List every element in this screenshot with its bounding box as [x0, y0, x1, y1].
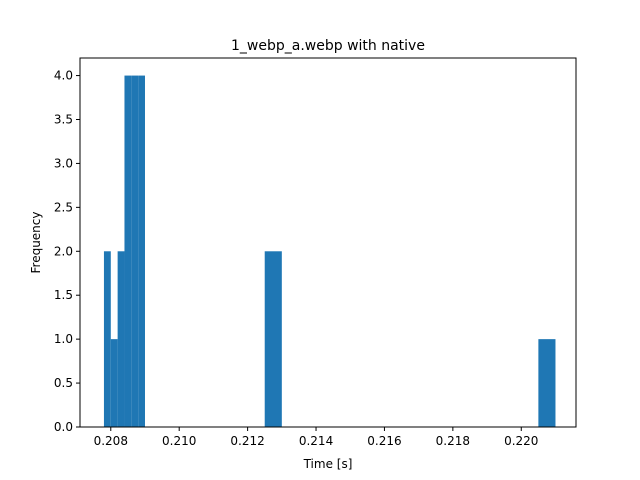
y-tick-label: 2.5 [54, 200, 73, 214]
x-tick-label: 0.210 [162, 434, 196, 448]
y-tick-label: 3.0 [54, 156, 73, 170]
histogram-bar [124, 75, 132, 428]
histogram-bar [117, 251, 125, 427]
bars-group [103, 75, 556, 428]
histogram-bar [538, 339, 556, 427]
chart-title: 1_webp_a.webp with native [231, 38, 425, 54]
x-tick-label: 0.208 [94, 434, 128, 448]
y-tick-label: 1.0 [54, 332, 73, 346]
histogram-bar [131, 75, 139, 428]
x-tick-label: 0.214 [299, 434, 333, 448]
histogram-bar [264, 251, 282, 427]
histogram-bar [103, 251, 111, 427]
x-tick-label: 0.220 [504, 434, 538, 448]
y-tick-label: 1.5 [54, 288, 73, 302]
x-axis-ticks: 0.208 0.210 0.212 0.214 0.216 0.218 0.220 [94, 427, 538, 448]
plot-frame [79, 57, 577, 428]
y-axis-ticks: 0.0 0.5 1.0 1.5 2.0 2.5 3.0 3.5 4.0 [54, 69, 80, 434]
y-tick-label: 4.0 [54, 69, 73, 83]
x-axis-label: Time [s] [303, 457, 353, 471]
histogram-bar [110, 339, 118, 427]
y-axis-label: Frequency [29, 212, 43, 274]
y-tick-label: 0.5 [54, 376, 73, 390]
x-tick-label: 0.212 [230, 434, 264, 448]
y-tick-label: 2.0 [54, 244, 73, 258]
x-tick-label: 0.216 [367, 434, 401, 448]
x-tick-label: 0.218 [436, 434, 470, 448]
y-tick-label: 0.0 [54, 420, 73, 434]
histogram-bar [138, 75, 145, 428]
y-tick-label: 3.5 [54, 113, 73, 127]
